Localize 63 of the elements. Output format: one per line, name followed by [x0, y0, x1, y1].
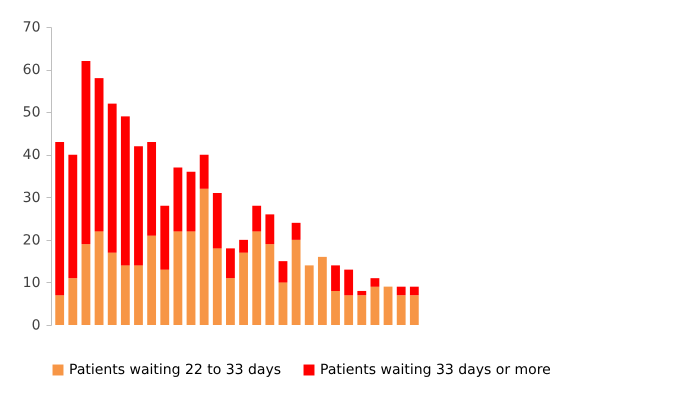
bar: [252, 231, 262, 325]
bar: [226, 278, 235, 325]
bar: [134, 146, 143, 266]
bar: [292, 222, 301, 240]
y-tick-label: 60: [22, 62, 40, 78]
bar: [186, 231, 196, 325]
bar: [344, 295, 354, 325]
y-tick-label: 10: [22, 274, 40, 291]
bar: [384, 286, 392, 325]
bar: [252, 206, 262, 232]
bar: [357, 290, 366, 296]
legend-label: Patients waiting 22 to 33 days: [69, 362, 282, 378]
bar: [82, 61, 90, 244]
bar: [173, 167, 182, 232]
bar: [55, 295, 64, 325]
bar: [108, 252, 117, 325]
bar: [265, 244, 274, 325]
y-tick-label: 50: [22, 104, 40, 121]
y-tick-label: 40: [22, 147, 40, 164]
bar: [82, 244, 90, 325]
bar: [278, 261, 288, 282]
bar: [410, 286, 419, 296]
bar: [331, 290, 340, 325]
bar: [304, 265, 314, 325]
bar: [160, 270, 170, 325]
bar: [370, 286, 380, 325]
bar: [239, 240, 248, 253]
bar: [147, 142, 156, 236]
bar: [212, 248, 222, 325]
y-tick-label: 20: [22, 232, 40, 248]
bar: [108, 104, 117, 253]
bar: [212, 193, 222, 248]
y-tick-label: 30: [22, 190, 40, 206]
bar: [226, 248, 235, 278]
bar: [370, 278, 380, 287]
legend-label: Patients waiting 33 days or more: [320, 362, 551, 378]
bar: [410, 295, 419, 325]
bar: [344, 270, 354, 296]
bar: [94, 231, 104, 325]
bar: [318, 256, 327, 325]
y-tick-label: 70: [22, 20, 40, 36]
bar: [239, 252, 248, 325]
bar: [200, 154, 209, 189]
bar: [331, 265, 340, 291]
bar: [200, 188, 209, 325]
bar: [147, 236, 156, 325]
bar: [396, 286, 406, 296]
bar: [120, 265, 130, 325]
bar: [173, 231, 182, 325]
bar: [55, 142, 64, 296]
bar: [120, 116, 130, 266]
bar: [186, 172, 196, 232]
bar: [357, 295, 366, 325]
bar: [94, 78, 104, 232]
bar: [160, 206, 170, 270]
bar: [134, 265, 143, 325]
bar: [68, 154, 78, 278]
bar: [68, 278, 78, 325]
bar: [265, 214, 274, 244]
bar: [292, 240, 301, 325]
bar: [396, 295, 406, 325]
y-tick-label: 0: [32, 318, 40, 334]
bar: [278, 282, 288, 325]
